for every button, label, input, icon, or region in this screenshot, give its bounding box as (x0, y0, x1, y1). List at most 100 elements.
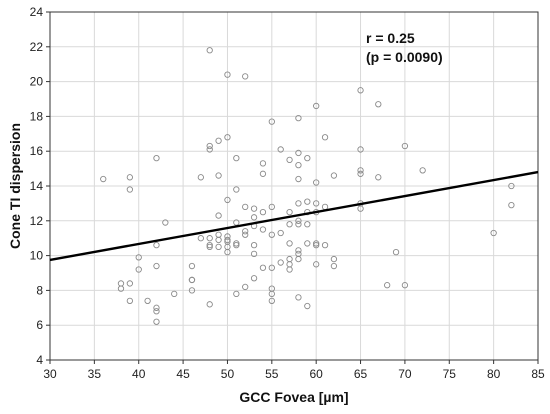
data-point (304, 240, 311, 247)
y-tick-label: 16 (30, 144, 44, 158)
correlation-p-label: (p = 0.0090) (366, 49, 443, 65)
data-point (313, 179, 320, 186)
data-point (313, 200, 320, 207)
data-point (268, 264, 275, 271)
data-point (215, 172, 222, 179)
data-point (357, 205, 364, 212)
data-point (357, 87, 364, 94)
x-tick-label: 50 (221, 367, 235, 381)
data-point (206, 142, 213, 150)
data-point (259, 264, 267, 271)
y-tick-label: 8 (36, 283, 43, 297)
tick-labels: 30 35 40 45 50 55 60 65 70 75 80 85 4 6 8 10 12 14 16 18 20 2… (30, 5, 545, 381)
data-point (295, 149, 302, 157)
data-point (250, 250, 258, 258)
data-point (295, 217, 302, 224)
data-point (233, 242, 240, 249)
x-axis-title: GCC Fovea [µm] (239, 389, 348, 405)
data-point (224, 71, 231, 78)
data-point (233, 290, 240, 298)
y-axis-title: Cone TI dispersion (7, 123, 23, 249)
x-tick-label: 40 (132, 367, 146, 381)
data-point (250, 205, 258, 212)
data-point (259, 226, 267, 233)
data-point (268, 297, 275, 304)
data-point (295, 294, 302, 301)
data-point (286, 156, 293, 164)
x-tick-label: 85 (531, 367, 545, 381)
data-point (295, 255, 302, 263)
data-point (259, 170, 267, 177)
data-point (295, 247, 302, 254)
data-point (144, 297, 151, 304)
data-point (242, 203, 249, 211)
data-point (206, 146, 213, 153)
data-point (321, 203, 329, 211)
data-point (277, 146, 284, 153)
data-point (224, 196, 231, 204)
data-point (250, 242, 258, 249)
y-tick-label: 20 (30, 75, 44, 89)
data-point (206, 242, 213, 249)
data-point (206, 47, 213, 54)
y-tick-label: 14 (30, 179, 44, 193)
data-point (126, 186, 134, 193)
data-point (259, 208, 267, 216)
data-point (171, 290, 178, 298)
data-point (375, 101, 382, 108)
data-point (242, 283, 249, 291)
data-point (286, 266, 293, 273)
data-point (286, 221, 293, 228)
y-tick-label: 24 (30, 5, 44, 19)
data-point (215, 212, 222, 219)
data-point (206, 243, 213, 251)
data-point (313, 240, 320, 247)
y-tick-label: 10 (30, 249, 44, 263)
data-point (313, 261, 320, 268)
data-point (295, 200, 302, 207)
y-tick-label: 22 (30, 40, 44, 54)
y-tick-label: 4 (36, 353, 43, 367)
data-point (126, 280, 134, 287)
data-point (188, 287, 196, 294)
data-point (126, 174, 134, 181)
y-tick-label: 12 (30, 214, 44, 228)
data-point (286, 261, 293, 268)
data-point (277, 259, 284, 266)
data-point (286, 255, 293, 263)
data-point (401, 282, 409, 289)
data-point (295, 161, 302, 169)
data-point (135, 254, 142, 261)
x-tick-label: 60 (310, 367, 324, 381)
data-point (286, 208, 293, 216)
x-tick-label: 55 (265, 367, 279, 381)
data-point (215, 231, 222, 238)
data-point (188, 276, 196, 284)
data-point (153, 304, 160, 311)
data-point (188, 262, 196, 270)
data-point (250, 214, 258, 221)
data-point (206, 235, 213, 242)
data-point (392, 248, 400, 256)
x-tick-label: 80 (487, 367, 501, 381)
data-point (153, 155, 160, 162)
data-point (304, 155, 311, 162)
data-point (330, 172, 338, 179)
data-point (304, 302, 311, 310)
data-point (268, 118, 275, 125)
data-point (224, 248, 231, 256)
data-point (330, 255, 338, 263)
x-tick-label: 45 (176, 367, 190, 381)
data-point (268, 231, 275, 238)
data-point (313, 102, 320, 110)
x-tick-label: 70 (398, 367, 412, 381)
data-point (357, 146, 364, 153)
data-point (224, 236, 231, 244)
data-point (268, 290, 275, 298)
data-point (277, 229, 284, 237)
data-point (313, 242, 320, 249)
data-point (401, 142, 409, 150)
data-point (295, 221, 302, 228)
data-point (215, 137, 222, 144)
